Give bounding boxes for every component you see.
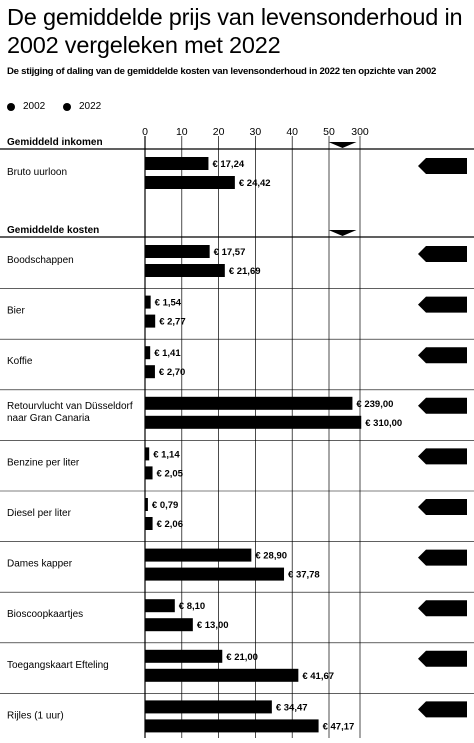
bar-2002	[145, 700, 272, 714]
axis-break-icon	[328, 142, 357, 148]
bar-2002	[145, 396, 353, 410]
category-label: Koffie	[7, 356, 33, 367]
category-label: Bioscoopkaartjes	[7, 609, 83, 620]
legend-item-2022: 2022	[63, 101, 101, 112]
data-label: € 37,78	[288, 570, 320, 581]
bar-2002	[145, 157, 209, 170]
legend-item-2002: 2002	[7, 101, 45, 112]
data-label: € 21,69	[229, 266, 261, 277]
data-label: € 2,70	[159, 367, 185, 378]
x-tick-label: 10	[176, 126, 188, 138]
data-label: € 34,47	[276, 702, 308, 713]
change-arrow-icon	[418, 246, 467, 262]
bar-2002	[145, 346, 151, 360]
data-label: € 24,42	[239, 178, 271, 189]
change-arrow-icon	[418, 650, 467, 667]
category-label: Rijles (1 uur)	[7, 710, 64, 721]
data-label: € 1,41	[154, 348, 181, 359]
section-title: Gemiddelde kosten	[7, 225, 99, 236]
change-arrow-icon	[418, 347, 467, 364]
bar-2002	[145, 295, 151, 309]
chart-title: De gemiddelde prijs van levensonderhoud …	[7, 4, 463, 58]
data-label: € 239,00	[356, 399, 393, 410]
data-label: € 8,10	[179, 601, 205, 612]
change-arrow-icon	[418, 549, 467, 566]
data-label: € 1,14	[153, 449, 180, 460]
bar-2002	[145, 599, 175, 613]
chart-subtitle: De stijging of daling van de gemiddelde …	[7, 66, 437, 77]
bar-2002	[145, 649, 223, 663]
data-label: € 1,54	[155, 298, 182, 309]
change-arrow-icon	[418, 158, 467, 174]
change-arrow-icon	[418, 499, 467, 515]
data-label: € 2,06	[157, 519, 183, 530]
data-label: € 2,77	[159, 317, 185, 328]
bar-2022	[145, 618, 193, 632]
category-label: Toegangskaart Efteling	[7, 660, 109, 671]
category-label: Bier	[7, 306, 25, 317]
bar-2022	[145, 517, 153, 530]
bar-2022	[145, 668, 299, 682]
data-label: € 17,24	[212, 159, 244, 170]
category-label: Boodschappen	[7, 255, 74, 266]
data-label: € 2,05	[157, 468, 184, 479]
data-label: € 47,17	[323, 721, 355, 732]
bar-2022	[145, 264, 225, 277]
bar-2002	[145, 548, 252, 562]
change-arrow-icon	[418, 701, 467, 718]
legend-dot-icon	[7, 102, 15, 111]
data-label: € 0,79	[152, 500, 178, 511]
legend-dot-icon	[63, 102, 71, 111]
x-tick-label: 50	[323, 126, 335, 138]
bar-2002	[145, 498, 148, 511]
change-arrow-icon	[418, 397, 467, 414]
change-arrow-icon	[418, 296, 467, 313]
category-label: Bruto uurloon	[7, 167, 67, 178]
bar-2022	[145, 314, 156, 328]
x-tick-label: 30	[250, 126, 262, 138]
bar-2022	[145, 176, 235, 189]
data-label: € 17,57	[214, 247, 246, 258]
bar-2022	[145, 567, 285, 581]
change-arrow-icon	[418, 600, 467, 617]
data-label: € 28,90	[255, 551, 287, 562]
bar-2022	[145, 466, 153, 480]
x-tick-label: 0	[142, 126, 148, 138]
category-label: Retourvlucht van Düsseldorf	[7, 401, 133, 412]
legend-label-2022: 2022	[79, 101, 102, 112]
category-label: Benzine per liter	[7, 457, 80, 468]
bar-2022	[145, 415, 362, 429]
x-tick-label: 40	[286, 126, 298, 138]
x-tick-label: 300	[351, 126, 369, 138]
bar-2022	[145, 365, 155, 379]
data-label: € 13,00	[197, 620, 229, 631]
data-label: € 41,67	[302, 671, 334, 682]
data-label: € 21,00	[226, 652, 258, 663]
bar-2022	[145, 719, 319, 733]
x-tick-label: 20	[213, 126, 225, 138]
bar-2002	[145, 447, 150, 461]
axis-break-icon	[328, 230, 357, 236]
data-label: € 310,00	[365, 418, 402, 429]
section-title: Gemiddeld inkomen	[7, 137, 103, 148]
bar-2002	[145, 245, 210, 258]
category-label: Dames kapper	[7, 559, 73, 570]
legend-label-2002: 2002	[23, 101, 46, 112]
category-label: Diesel per liter	[7, 508, 72, 519]
change-arrow-icon	[418, 448, 467, 465]
category-label: naar Gran Canaria	[7, 413, 90, 424]
